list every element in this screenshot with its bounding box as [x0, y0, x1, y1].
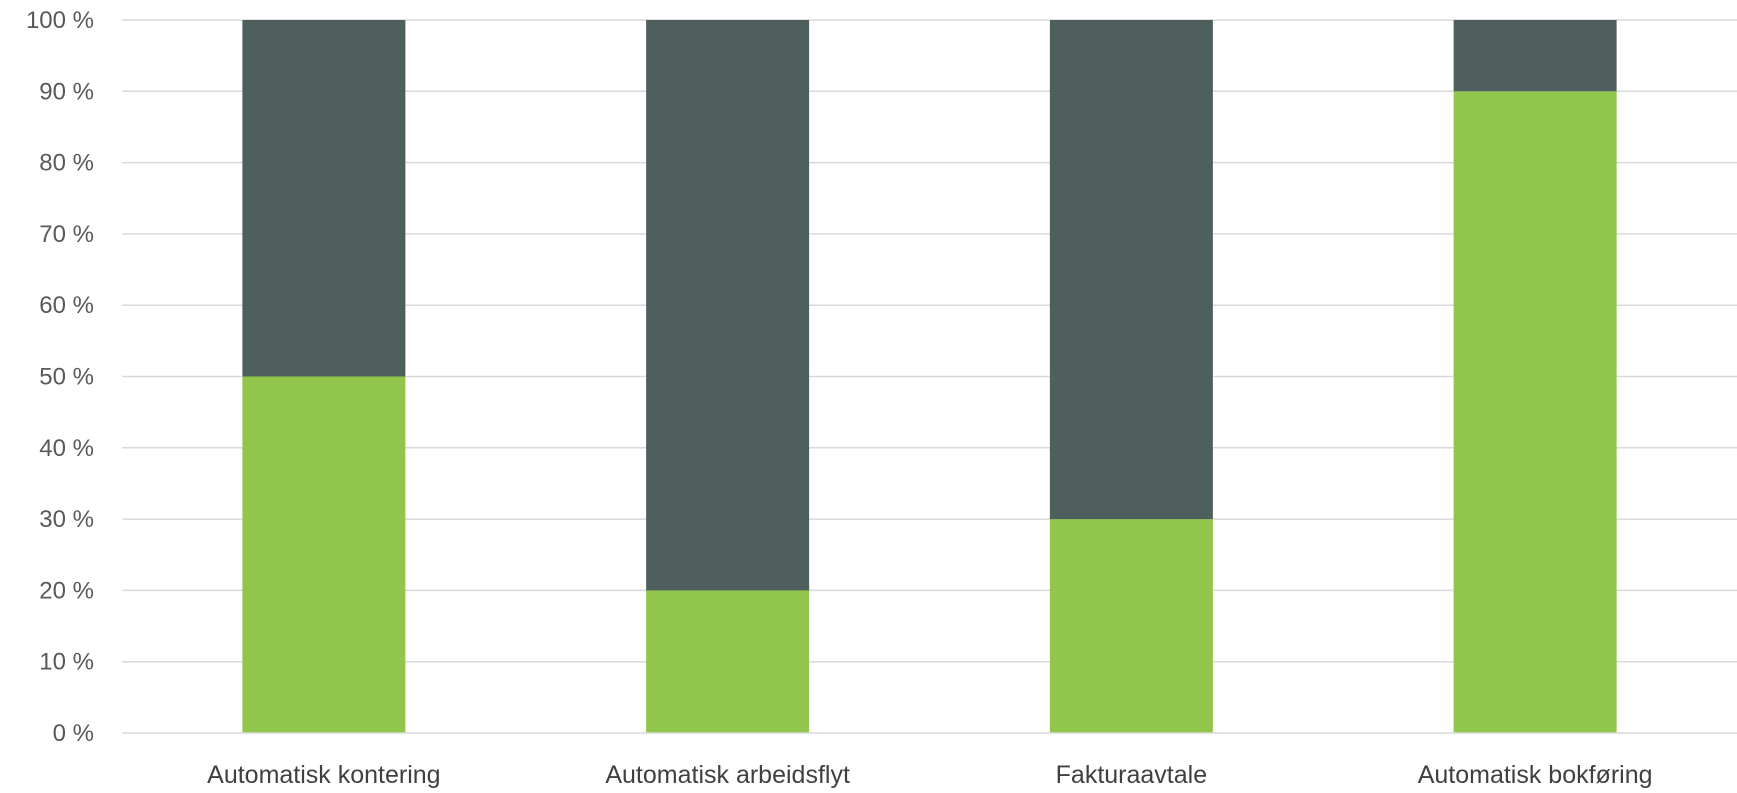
bar-segment — [242, 376, 406, 733]
y-tick-label: 60 % — [39, 292, 94, 319]
y-axis-tick-labels: 0 % 10 % 20 % 30 % 40 % 50 % 60 % 70 % 80 % 90 % 1… — [26, 7, 94, 747]
y-tick-label: 30 % — [39, 506, 94, 533]
x-category-label: Automatisk arbeidsflyt — [605, 761, 850, 789]
bar-segment — [1453, 91, 1617, 734]
bar-segment — [646, 20, 810, 591]
bar-segment — [1049, 519, 1213, 733]
y-tick-label: 90 % — [39, 78, 94, 105]
x-axis-category-labels: Automatisk kontering Automatisk arbeidsfl… — [207, 761, 1652, 789]
bar-segment — [646, 590, 810, 733]
y-tick-label: 0 % — [53, 720, 94, 747]
x-category-label: Fakturaavtale — [1056, 761, 1207, 789]
y-tick-label: 70 % — [39, 221, 94, 248]
y-tick-label: 80 % — [39, 150, 94, 177]
bar-segment — [1453, 20, 1617, 92]
bar-segment — [242, 20, 406, 377]
bar-segment — [1049, 20, 1213, 520]
y-tick-label: 100 % — [26, 7, 94, 34]
x-category-label: Automatisk bokføring — [1418, 761, 1653, 789]
bars — [242, 20, 1617, 734]
y-tick-label: 20 % — [39, 577, 94, 604]
y-tick-label: 10 % — [39, 649, 94, 676]
y-tick-label: 50 % — [39, 364, 94, 391]
y-tick-label: 40 % — [39, 435, 94, 462]
x-category-label: Automatisk kontering — [207, 761, 440, 789]
